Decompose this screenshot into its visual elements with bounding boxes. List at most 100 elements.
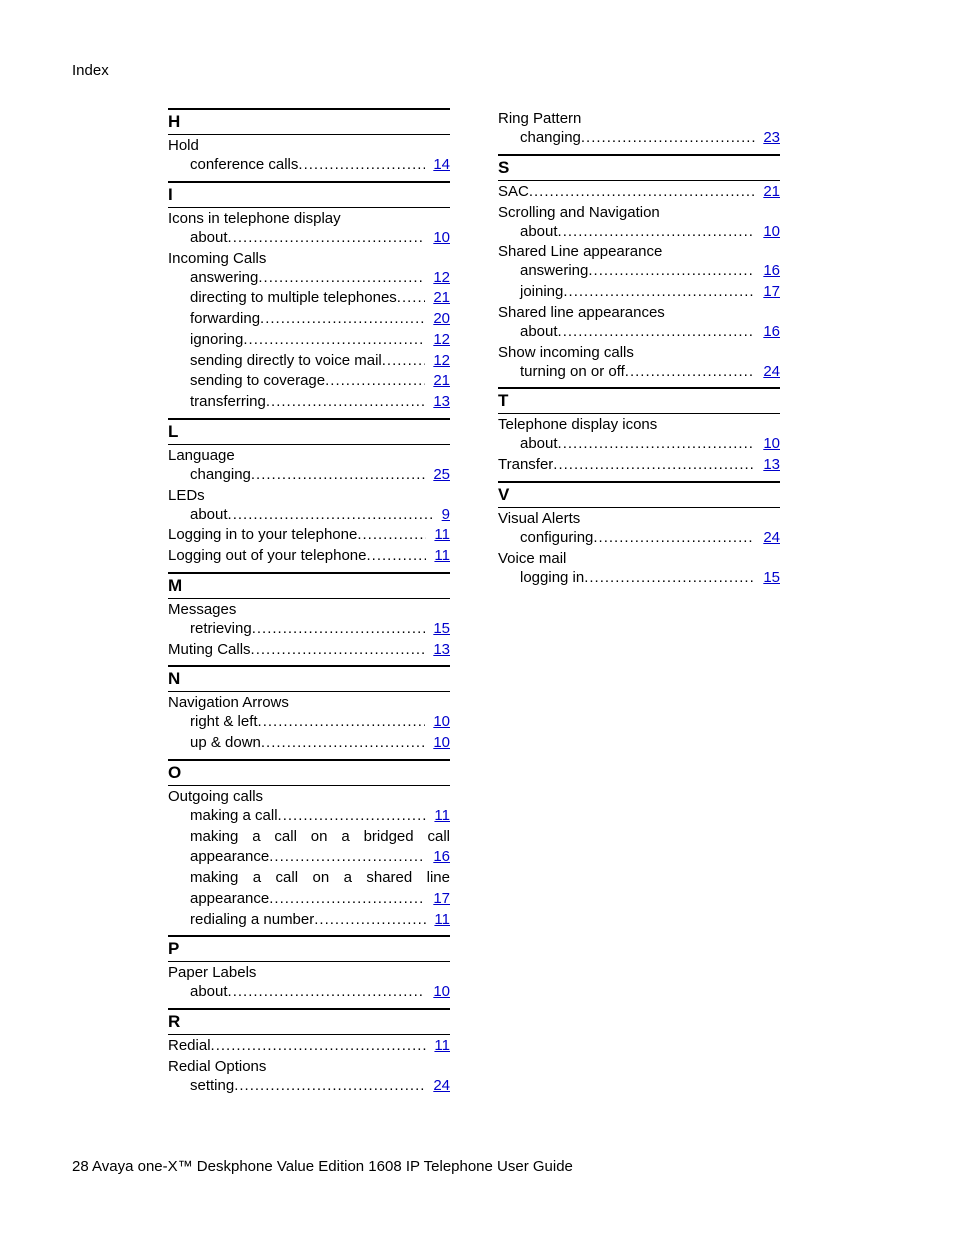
leader-dots [228,983,426,1002]
index-entry-row: up & down 10 [168,734,450,753]
index-page-link[interactable]: 11 [432,526,450,545]
index-parent-entry: Paper Labels [168,964,450,981]
index-page-link[interactable]: 12 [431,269,450,288]
index-column-left: HHoldconference calls14IIcons in telepho… [168,108,450,1096]
index-page-link[interactable]: 11 [432,807,450,826]
index-columns: HHoldconference calls14IIcons in telepho… [168,108,780,1096]
leader-dots [553,456,755,475]
leader-dots [251,641,426,660]
index-parent-entry: Icons in telephone display [168,210,450,227]
index-page-link[interactable]: 21 [761,183,780,202]
leader-dots [325,372,425,391]
leader-dots [581,129,755,148]
index-entry-label: conference calls [190,156,298,175]
index-page-link[interactable]: 11 [432,547,450,566]
index-page-link[interactable]: 13 [431,641,450,660]
index-section-letter: V [498,481,780,508]
index-page-link[interactable]: 10 [431,713,450,732]
index-entry-row: redialing a number 11 [168,911,450,930]
index-entry-label: about [520,223,558,242]
index-page-link[interactable]: 10 [431,734,450,753]
index-page-link[interactable]: 12 [431,331,450,350]
index-entry-row: sending to coverage21 [168,372,450,391]
index-page-link[interactable]: 14 [431,156,450,175]
index-entry-label: about [520,323,558,342]
index-entry-label: up & down [190,734,261,753]
index-entry-label: redialing a number [190,911,314,930]
leader-dots [251,466,425,485]
index-page-link[interactable]: 13 [761,456,780,475]
index-page-link[interactable]: 24 [761,529,780,548]
index-page-link[interactable]: 21 [431,289,450,308]
index-entry-label: answering [520,262,588,281]
index-entry-label: Logging out of your telephone [168,547,367,566]
index-page-link[interactable]: 11 [432,1037,450,1056]
index-entry-label: Muting Calls [168,641,251,660]
index-page-link[interactable]: 9 [440,506,450,525]
index-page-link[interactable]: 11 [432,911,450,930]
index-entry-label: logging in [520,569,584,588]
index-parent-entry: Visual Alerts [498,510,780,527]
index-entry-wrap: making a call on a shared line [168,869,450,888]
index-entry-row: Redial11 [168,1037,450,1056]
index-page-link[interactable]: 10 [431,229,450,248]
index-entry-row: logging in 15 [498,569,780,588]
index-page-link[interactable]: 16 [761,323,780,342]
index-page-link[interactable]: 15 [431,620,450,639]
index-entry-label: ignoring [190,331,243,350]
page-footer: 28 Avaya one-X™ Deskphone Value Edition … [72,1158,573,1175]
index-section-letter: N [168,665,450,692]
index-page-link[interactable]: 12 [431,352,450,371]
index-parent-entry: Hold [168,137,450,154]
index-entry-label: about [190,983,228,1002]
index-page-link[interactable]: 17 [761,283,780,302]
index-section-letter: S [498,154,780,181]
index-entry-label: Logging in to your telephone [168,526,357,545]
index-entry-row: configuring24 [498,529,780,548]
leader-dots [593,529,755,548]
index-page-link[interactable]: 23 [761,129,780,148]
leader-dots [625,363,756,382]
index-entry-row: about 16 [498,323,780,342]
index-parent-entry: Shared Line appearance [498,243,780,260]
leader-dots [529,183,755,202]
index-parent-entry: Outgoing calls [168,788,450,805]
index-entry-label: transferring [190,393,266,412]
index-page-link[interactable]: 10 [431,983,450,1002]
index-entry-label: appearance [190,890,269,909]
index-page-link[interactable]: 17 [431,890,450,909]
leader-dots [258,713,426,732]
index-entry-row: joining 17 [498,283,780,302]
index-page-link[interactable]: 24 [431,1077,450,1096]
index-entry-label: joining [520,283,563,302]
leader-dots [558,223,756,242]
index-entry-row: sending directly to voice mail12 [168,352,450,371]
index-entry-label: about [190,229,228,248]
index-parent-entry: LEDs [168,487,450,504]
index-entry-row: appearance 16 [168,848,450,867]
index-page-link[interactable]: 25 [431,466,450,485]
index-entry-row: Logging in to your telephone 11 [168,526,450,545]
index-page-link[interactable]: 16 [431,848,450,867]
leader-dots [382,352,426,371]
index-parent-entry: Telephone display icons [498,416,780,433]
index-entry-row: appearance 17 [168,890,450,909]
index-page-link[interactable]: 20 [431,310,450,329]
index-page-link[interactable]: 10 [761,435,780,454]
leader-dots [298,156,425,175]
index-parent-entry: Shared line appearances [498,304,780,321]
index-page-link[interactable]: 15 [761,569,780,588]
index-page-link[interactable]: 16 [761,262,780,281]
index-entry-row: SAC21 [498,183,780,202]
index-page-link[interactable]: 24 [761,363,780,382]
index-page-link[interactable]: 13 [431,393,450,412]
index-page-link[interactable]: 21 [431,372,450,391]
index-entry-row: about 10 [168,983,450,1002]
leader-dots [243,331,425,350]
index-entry-row: right & left10 [168,713,450,732]
index-page-link[interactable]: 10 [761,223,780,242]
index-entry-label: appearance [190,848,269,867]
leader-dots [266,393,425,412]
index-parent-entry: Ring Pattern [498,110,780,127]
index-parent-entry: Scrolling and Navigation [498,204,780,221]
